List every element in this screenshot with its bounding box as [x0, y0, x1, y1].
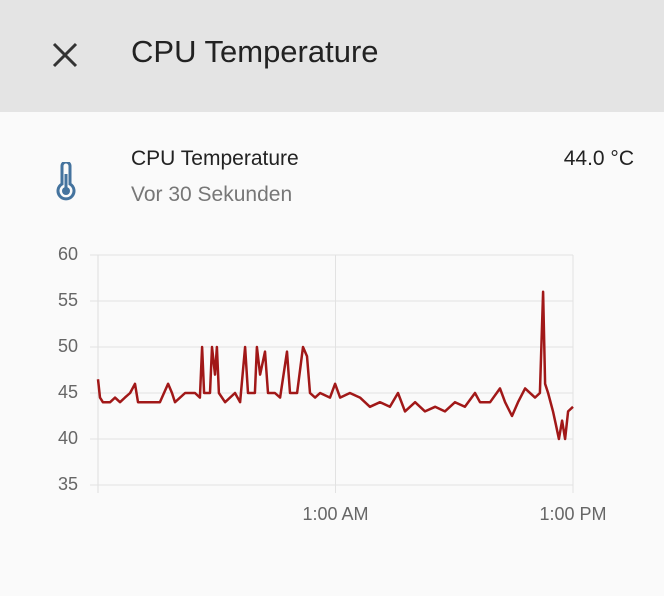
y-tick-label: 50	[58, 336, 78, 356]
y-tick-label: 55	[58, 290, 78, 310]
x-tick-label: 1:00 PM	[539, 504, 606, 524]
y-tick-label: 35	[58, 474, 78, 494]
x-tick-label: 1:00 AM	[302, 504, 368, 524]
header: CPU Temperature	[0, 0, 664, 112]
y-tick-label: 40	[58, 428, 78, 448]
last-changed: Vor 30 Sekunden	[131, 183, 293, 206]
thermometer-icon	[56, 162, 76, 201]
y-tick-label: 45	[58, 382, 78, 402]
y-tick-label: 60	[58, 244, 78, 264]
dialog-title: CPU Temperature	[131, 34, 379, 69]
close-button[interactable]	[52, 42, 78, 68]
entity-state: 44.0 °C	[563, 147, 634, 170]
temperature-line	[96, 290, 574, 441]
entity-name: CPU Temperature	[131, 147, 299, 170]
